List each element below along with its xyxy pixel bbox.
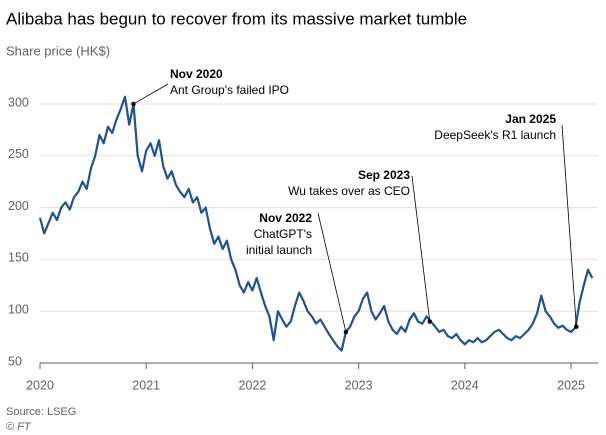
annotation-leader [317,212,347,333]
annotation-leader [411,175,431,322]
source: Source: LSEG [6,406,76,418]
annotation-point [131,101,136,107]
x-tick-label: 2021 [132,378,160,392]
annotation-text: initial launch [246,243,312,257]
annotation-leader [133,83,169,105]
y-tick-label: 50 [8,354,22,368]
chart-title: Alibaba has begun to recover from its ma… [6,9,467,28]
x-tick-label: 2025 [557,378,585,392]
annotation-title: Jan 2025 [505,112,556,126]
price-line [38,95,594,352]
x-tick-label: 2024 [451,378,479,392]
annotation-title: Nov 2020 [170,67,223,81]
annotation-leader [561,124,577,327]
annotation-text: ChatGPT's [254,227,312,241]
x-tick-label: 2022 [239,378,267,392]
x-tick-label: 2023 [345,378,373,392]
annotation-title: Sep 2023 [358,168,410,182]
y-tick-label: 250 [8,147,29,161]
chart-subtitle: Share price (HK$) [6,43,110,58]
annotation-point [427,319,432,324]
annotation-text: Wu takes over as CEO [288,184,410,198]
annotation-text: Ant Group's failed IPO [170,83,289,97]
y-tick-label: 150 [8,251,29,265]
annotation-text: DeepSeek's R1 launch [434,128,556,142]
y-tick-label: 300 [8,95,29,109]
annotation-title: Nov 2022 [259,211,312,225]
y-tick-label: 100 [8,302,29,316]
annotation-point [574,324,579,329]
credit: © FT [6,421,32,433]
annotation-point [343,329,349,335]
y-tick-label: 200 [8,199,29,213]
x-tick-label: 2020 [26,378,54,392]
